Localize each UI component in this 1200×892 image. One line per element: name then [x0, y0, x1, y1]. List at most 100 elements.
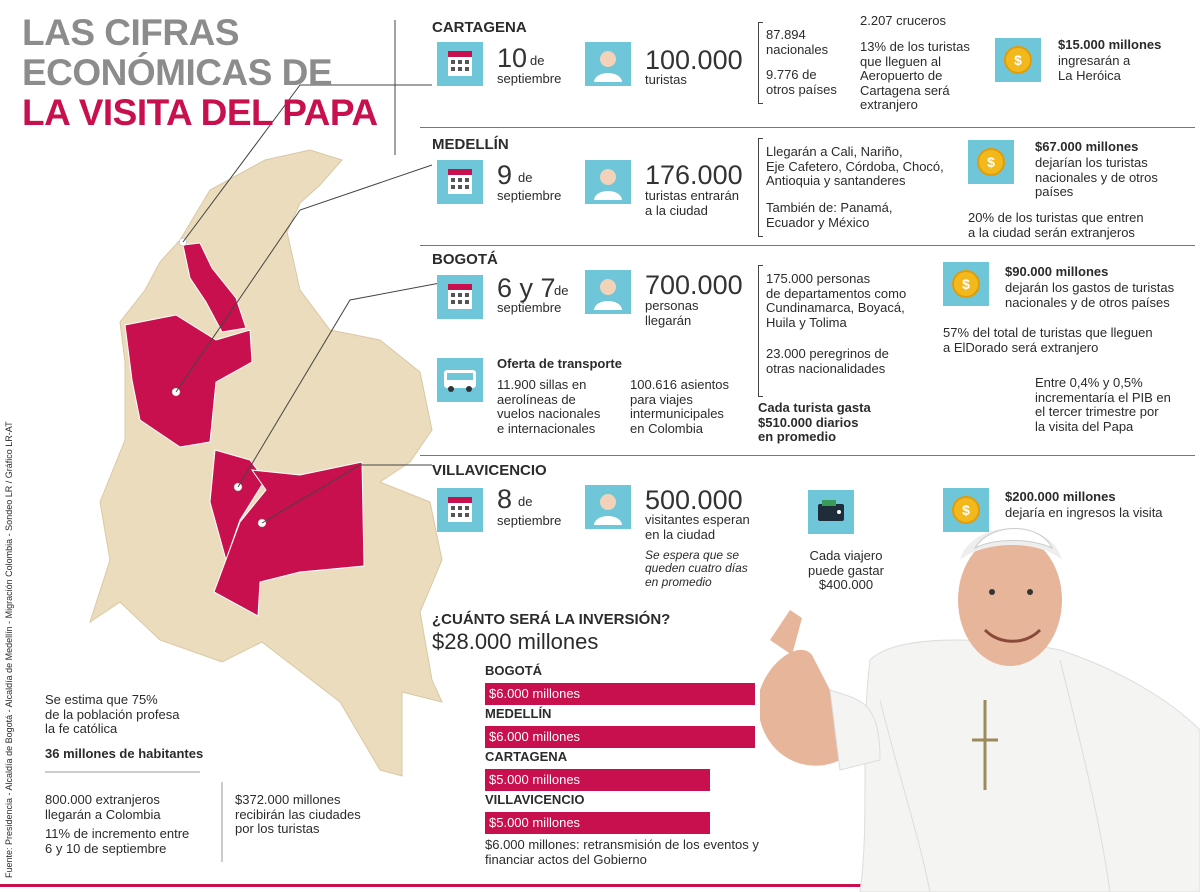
map-colombia — [89, 149, 443, 777]
separator — [420, 245, 1195, 246]
spend: Cada turista gasta $510.000 diarios en p… — [758, 400, 871, 445]
icon-cal — [437, 488, 483, 532]
icon-part — [451, 506, 455, 510]
income-note: ingresarán a La Heróica — [1058, 53, 1131, 83]
icon-part — [465, 293, 469, 297]
dept-bolivar — [182, 242, 247, 333]
transport: 100.616 asientos para viajes intermunici… — [630, 377, 730, 436]
origin: 175.000 personas de departamentos como C… — [766, 271, 907, 330]
bar-label: $5.000 millones — [489, 772, 581, 787]
icon-cal — [437, 275, 483, 319]
investment-title: ¿CUÁNTO SERÁ LA INVERSIÓN? — [432, 611, 671, 628]
icon-part — [451, 513, 455, 517]
date-day: 9 — [497, 160, 513, 190]
income-note: dejaría en ingresos la visita — [1005, 505, 1163, 520]
foreign: 20% de los turistas que entren a la ciud… — [968, 210, 1144, 240]
separator — [420, 127, 1195, 128]
title-line: LAS CIFRAS — [22, 12, 240, 53]
icon-part — [451, 60, 455, 64]
income: $200.000 millones — [1005, 489, 1116, 504]
bracket — [758, 138, 763, 237]
date-month: septiembre — [497, 513, 562, 528]
icon-part — [465, 67, 469, 71]
icon-part — [1004, 46, 1032, 74]
icon-part — [465, 300, 469, 304]
icon-cal — [437, 160, 483, 204]
bar-label: $6.000 millones — [489, 686, 581, 701]
bar — [485, 726, 755, 748]
title-line: LA VISITA DEL PAPA — [22, 92, 378, 133]
city-name: CARTAGENA — [432, 19, 527, 36]
bracket — [758, 22, 763, 104]
visitors: 700.000 — [645, 270, 743, 300]
origin: 9.776 de otros países — [766, 67, 837, 97]
dept-cundinamarca — [209, 449, 266, 562]
icon-part: $ — [977, 148, 1005, 176]
icon-wallet — [808, 490, 854, 534]
icon-part — [594, 51, 622, 82]
icon-part — [451, 300, 455, 304]
city-name: BOGOTÁ — [432, 251, 498, 268]
date-de: de — [554, 283, 569, 298]
source: Fuente: Presidencia - Alcaldía de Bogotá… — [4, 421, 14, 878]
foreigners: 800.000 extranjeros llegarán a Colombia — [45, 792, 161, 822]
icon-part — [594, 73, 622, 82]
dept-meta — [213, 461, 365, 617]
origin: También de: Panamá, Ecuador y México — [766, 200, 893, 230]
icon-part — [448, 386, 454, 392]
title-line: ECONÓMICAS DE — [22, 52, 333, 93]
icon-part — [600, 51, 616, 67]
icon-part — [466, 386, 472, 392]
foreign: 13% de los turistas que lleguen al Aerop… — [860, 39, 970, 113]
population: 36 millones de habitantes — [45, 746, 204, 761]
cities-income: $372.000 millones recibirán las ciudades… — [235, 792, 361, 837]
icon-part — [594, 169, 622, 200]
bar-label: $5.000 millones — [489, 815, 581, 830]
icon-part — [458, 185, 462, 189]
income-note: dejarán los gastos de turistas nacionale… — [1005, 280, 1175, 310]
income: $67.000 millones — [1035, 139, 1139, 154]
icon-part — [451, 506, 469, 517]
separator — [420, 455, 1195, 456]
investment-note: $6.000 millones: retransmisión de los ev… — [485, 837, 759, 867]
visitors: 100.000 — [645, 45, 743, 75]
icon-part — [600, 279, 616, 295]
icon-part — [448, 284, 472, 290]
bracket — [758, 265, 763, 397]
icon-part — [465, 185, 469, 189]
cruises: 2.207 cruceros — [860, 13, 946, 28]
faith: Se estima que 75% de la población profes… — [45, 692, 180, 737]
icon-part — [451, 60, 469, 71]
icon-bus — [437, 358, 483, 402]
icon-part — [600, 494, 616, 510]
icon-part — [448, 497, 472, 522]
icon-part — [458, 506, 462, 510]
income: $90.000 millones — [1005, 264, 1109, 279]
icon-part — [451, 293, 455, 297]
icon-part — [451, 178, 455, 182]
visitors-note: personas llegarán — [645, 298, 699, 328]
gdp: Entre 0,4% y 0,5% incrementaría el PIB e… — [1035, 375, 1171, 434]
origin: 87.894 nacionales — [766, 27, 829, 57]
bar-label: $6.000 millones — [489, 729, 581, 744]
icon-part — [600, 169, 616, 185]
icon-part — [448, 169, 472, 194]
icon-part — [977, 148, 1005, 176]
leader-lines — [175, 20, 441, 524]
icon-coin: $ — [943, 488, 989, 532]
icon-part — [458, 178, 462, 182]
bar-city: VILLAVICENCIO — [485, 792, 585, 807]
bar — [485, 812, 710, 834]
icon-part — [458, 67, 462, 71]
icon-person — [585, 42, 631, 86]
icon-part — [447, 373, 473, 380]
date-day: 8 — [497, 484, 513, 514]
bar-city: BOGOTÁ — [485, 663, 543, 678]
icon-part: $ — [952, 496, 980, 524]
date-day: 6 y 7 — [497, 273, 556, 303]
dept-antioquia — [124, 314, 253, 448]
icon-part: $ — [962, 276, 970, 292]
icon-person — [585, 485, 631, 529]
